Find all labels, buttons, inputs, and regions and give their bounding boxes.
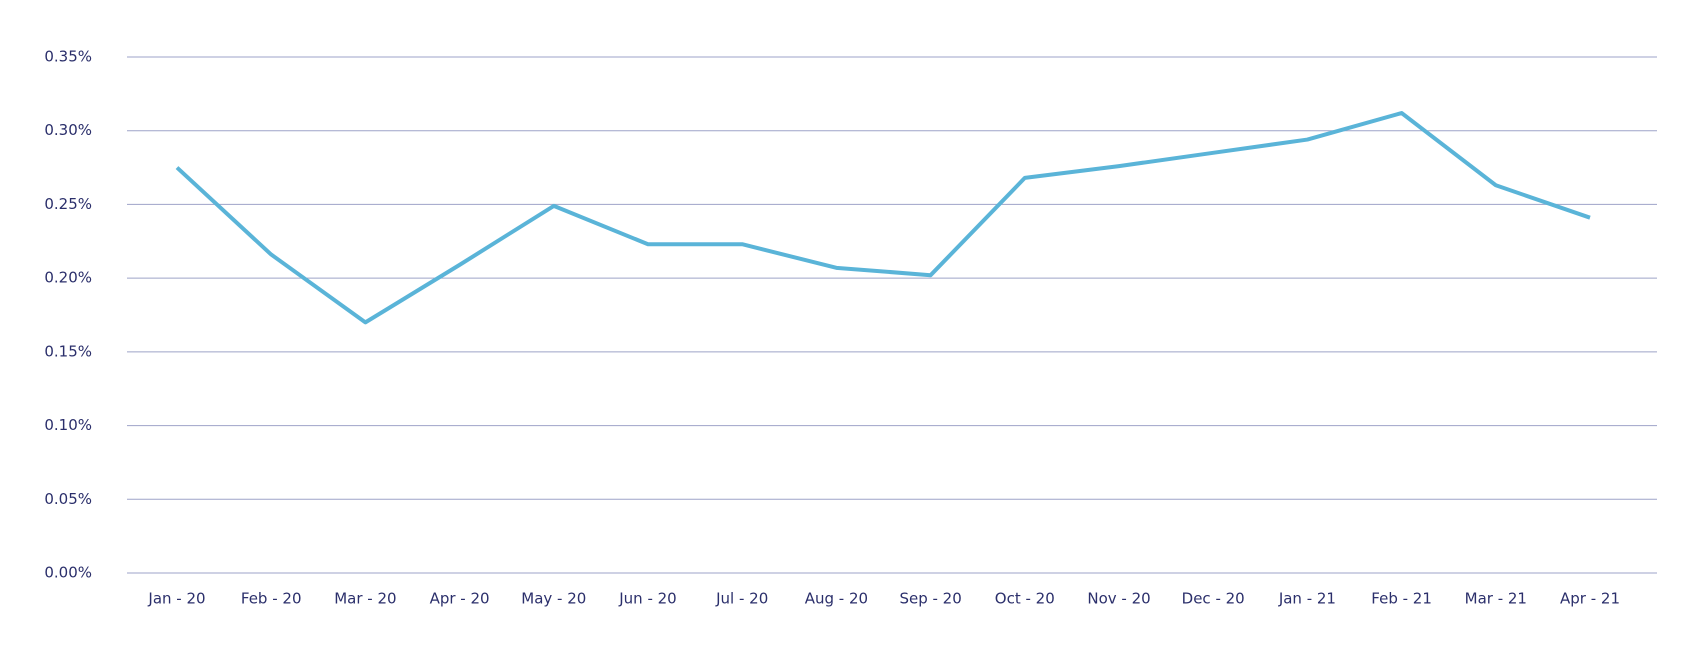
x-tick-label: Dec - 20 — [1182, 590, 1245, 608]
x-tick-label: Mar - 21 — [1465, 590, 1527, 608]
x-tick-label: Feb - 21 — [1371, 590, 1432, 608]
y-tick-label: 0.25% — [44, 195, 92, 213]
x-tick-label: May - 20 — [521, 590, 586, 608]
y-tick-label: 0.35% — [44, 48, 92, 66]
y-tick-label: 0.20% — [44, 269, 92, 287]
y-tick-label: 0.10% — [44, 416, 92, 434]
x-tick-label: Sep - 20 — [899, 590, 961, 608]
x-tick-label: Aug - 20 — [805, 590, 868, 608]
x-tick-label: Nov - 20 — [1087, 590, 1150, 608]
y-tick-label: 0.00% — [44, 564, 92, 582]
y-tick-label: 0.30% — [44, 121, 92, 139]
x-tick-label: Apr - 21 — [1560, 590, 1620, 608]
x-tick-label: Feb - 20 — [241, 590, 302, 608]
data-line — [175, 111, 1591, 325]
y-tick-label: 0.05% — [44, 490, 92, 508]
x-tick-label: Jan - 21 — [1278, 590, 1336, 608]
x-tick-label: Apr - 20 — [430, 590, 490, 608]
x-tick-label: Oct - 20 — [995, 590, 1055, 608]
x-tick-label: Jul - 20 — [715, 590, 768, 608]
y-tick-label: 0.15% — [44, 342, 92, 360]
x-tick-label: Jun - 20 — [618, 590, 676, 608]
x-tick-label: Mar - 20 — [334, 590, 396, 608]
x-tick-label: Jan - 20 — [147, 590, 205, 608]
